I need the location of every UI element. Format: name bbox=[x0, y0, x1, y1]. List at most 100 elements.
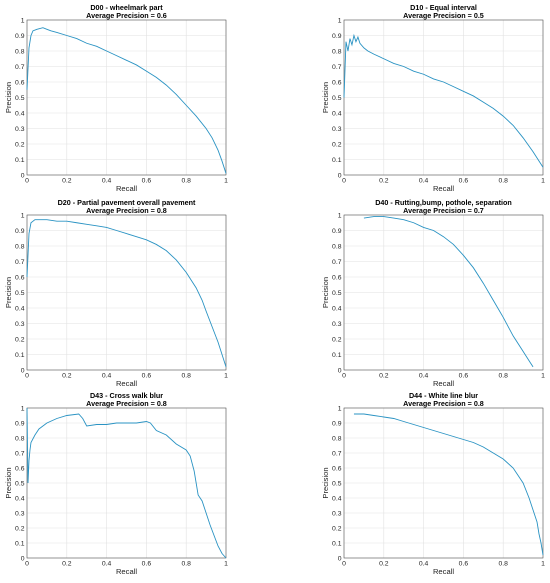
x-tick-label: 1 bbox=[224, 561, 228, 568]
y-tick-label: 0.7 bbox=[332, 64, 342, 71]
chart-subtitle: Average Precision = 0.7 bbox=[403, 206, 484, 215]
y-axis-label: Precision bbox=[321, 277, 330, 308]
y-tick-label: 0.3 bbox=[15, 321, 25, 328]
x-tick-label: 0.2 bbox=[379, 178, 389, 185]
x-axis-label: Recall bbox=[116, 184, 137, 193]
chart-panel-4: 0 0.2 0.4 0.6 0.8 1 0 0.1 0.2 0.3 0.4 0.5 0.6 0.7 0.8 0… bbox=[4, 391, 228, 576]
chart-panel-3: 0 0.2 0.4 0.6 0.8 1 0 0.1 0.2 0.3 0.4 0.5 0.6 0.7 0.8 0… bbox=[321, 198, 545, 388]
y-tick-label: 1 bbox=[21, 405, 25, 412]
x-tick-label: 1 bbox=[541, 373, 545, 380]
y-tick-label: 0.5 bbox=[15, 480, 25, 487]
y-tick-label: 0.2 bbox=[332, 141, 342, 148]
precision-recall-curve bbox=[343, 33, 544, 168]
y-axis-label: Precision bbox=[4, 82, 13, 113]
y-tick-label: 0.8 bbox=[332, 435, 342, 442]
y-tick-label: 0.7 bbox=[15, 259, 25, 266]
y-tick-label: 0.8 bbox=[332, 243, 342, 250]
x-tick-label: 0.2 bbox=[379, 561, 389, 568]
y-axis-label: Precision bbox=[4, 467, 13, 498]
chart-subtitle: Average Precision = 0.6 bbox=[86, 11, 167, 20]
x-tick-label: 0.8 bbox=[181, 178, 191, 185]
x-tick-label: 0.4 bbox=[102, 373, 112, 380]
chart-title: D43 - Cross walk blur bbox=[90, 391, 163, 400]
y-tick-label: 0 bbox=[21, 367, 25, 374]
y-tick-label: 0.1 bbox=[332, 352, 342, 359]
x-tick-label: 0.4 bbox=[419, 561, 429, 568]
y-tick-label: 0 bbox=[338, 367, 342, 374]
y-tick-label: 0.3 bbox=[332, 126, 342, 133]
y-tick-label: 0.2 bbox=[332, 336, 342, 343]
y-axis-label: Precision bbox=[321, 82, 330, 113]
y-tick-label: 0.2 bbox=[15, 525, 25, 532]
chart-subtitle: Average Precision = 0.8 bbox=[86, 399, 167, 408]
x-tick-label: 0.2 bbox=[62, 178, 72, 185]
y-tick-label: 0 bbox=[338, 555, 342, 562]
y-tick-label: 0.6 bbox=[332, 465, 342, 472]
x-axis-label: Recall bbox=[433, 379, 454, 388]
y-tick-label: 0.3 bbox=[332, 321, 342, 328]
y-tick-label: 0.1 bbox=[332, 540, 342, 547]
axes-frame bbox=[343, 214, 544, 371]
chart-panel-0: 0 0.2 0.4 0.6 0.8 1 0 0.1 0.2 0.3 0.4 0.5 0.6 0.7 0.8 0… bbox=[4, 3, 228, 193]
chart-subtitle: Average Precision = 0.5 bbox=[403, 11, 484, 20]
y-tick-label: 0 bbox=[21, 172, 25, 179]
y-tick-label: 0.2 bbox=[15, 141, 25, 148]
x-tick-label: 0.6 bbox=[459, 178, 469, 185]
x-tick-label: 1 bbox=[541, 178, 545, 185]
y-tick-label: 1 bbox=[338, 405, 342, 412]
precision-recall-curve bbox=[353, 413, 544, 556]
x-tick-label: 1 bbox=[541, 561, 545, 568]
x-tick-label: 0.4 bbox=[419, 373, 429, 380]
y-tick-label: 1 bbox=[338, 212, 342, 219]
y-tick-label: 0.9 bbox=[15, 420, 25, 427]
precision-recall-curve bbox=[26, 219, 227, 368]
chart-panel-1: 0 0.2 0.4 0.6 0.8 1 0 0.1 0.2 0.3 0.4 0.5 0.6 0.7 0.8 0… bbox=[321, 3, 545, 193]
y-tick-label: 1 bbox=[21, 17, 25, 24]
x-axis-label: Recall bbox=[433, 184, 454, 193]
x-axis-label: Recall bbox=[116, 379, 137, 388]
y-tick-label: 0.4 bbox=[332, 110, 342, 117]
y-tick-label: 0.4 bbox=[15, 305, 25, 312]
x-tick-label: 0.6 bbox=[142, 561, 152, 568]
precision-recall-curve bbox=[363, 216, 534, 368]
x-tick-label: 0.8 bbox=[181, 561, 191, 568]
y-tick-label: 0.5 bbox=[15, 290, 25, 297]
x-tick-label: 0.4 bbox=[419, 178, 429, 185]
x-tick-label: 0.8 bbox=[498, 561, 508, 568]
y-tick-label: 0.2 bbox=[332, 525, 342, 532]
y-tick-label: 1 bbox=[338, 17, 342, 24]
axes-frame bbox=[26, 19, 227, 176]
chart-title: D44 - White line blur bbox=[409, 391, 478, 400]
x-axis-label: Recall bbox=[116, 567, 137, 576]
x-tick-label: 0 bbox=[25, 561, 29, 568]
x-tick-label: 0.2 bbox=[62, 373, 72, 380]
y-tick-label: 0.3 bbox=[332, 510, 342, 517]
x-tick-label: 0 bbox=[342, 178, 346, 185]
y-tick-label: 0.7 bbox=[15, 64, 25, 71]
axes-frame bbox=[26, 407, 227, 559]
x-tick-label: 0.2 bbox=[379, 373, 389, 380]
chart-title: D40 - Rutting,bump, pothole, separation bbox=[375, 198, 512, 207]
x-tick-label: 0.8 bbox=[498, 373, 508, 380]
chart-title: D10 - Equal interval bbox=[410, 3, 477, 12]
x-tick-label: 0.2 bbox=[62, 561, 72, 568]
y-tick-label: 0.6 bbox=[332, 274, 342, 281]
y-tick-label: 0.4 bbox=[332, 495, 342, 502]
chart-title: D00 - wheelmark part bbox=[90, 3, 163, 12]
x-axis-label: Recall bbox=[433, 567, 454, 576]
y-tick-label: 0.8 bbox=[15, 435, 25, 442]
x-tick-label: 0.6 bbox=[459, 373, 469, 380]
y-tick-label: 0 bbox=[338, 172, 342, 179]
x-tick-label: 0.8 bbox=[498, 178, 508, 185]
y-axis-label: Precision bbox=[4, 277, 13, 308]
precision-recall-curve bbox=[26, 407, 227, 559]
x-tick-label: 1 bbox=[224, 178, 228, 185]
chart-subtitle: Average Precision = 0.8 bbox=[403, 399, 484, 408]
y-tick-label: 0.5 bbox=[332, 480, 342, 487]
y-tick-label: 0.9 bbox=[332, 33, 342, 40]
chart-panel-2: 0 0.2 0.4 0.6 0.8 1 0 0.1 0.2 0.3 0.4 0.5 0.6 0.7 0.8 0… bbox=[4, 198, 228, 388]
y-tick-label: 0.2 bbox=[15, 336, 25, 343]
y-tick-label: 0.9 bbox=[332, 228, 342, 235]
y-tick-label: 0.3 bbox=[15, 126, 25, 133]
